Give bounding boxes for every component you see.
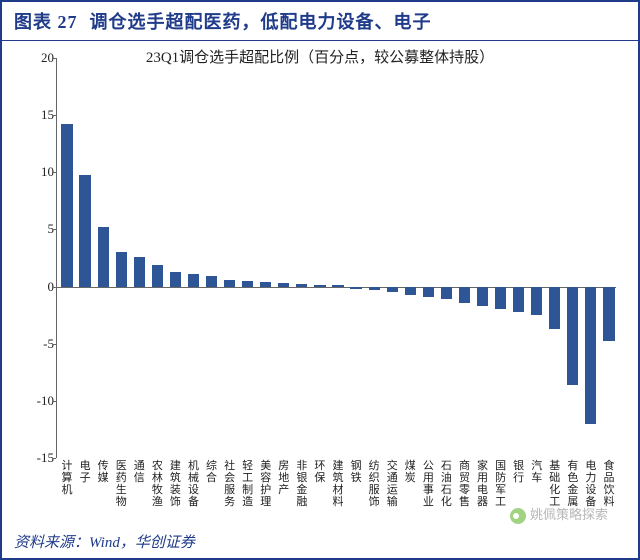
bar (495, 287, 506, 310)
x-tick-label: 农林牧渔 (148, 460, 166, 508)
bar (79, 175, 90, 287)
y-tick-label: 20 (26, 50, 54, 66)
y-tick-mark (52, 229, 56, 230)
x-tick-label: 钢铁 (347, 460, 365, 484)
bar (459, 287, 470, 303)
x-tick-label: 有色金属 (564, 460, 582, 508)
y-tick-mark (52, 401, 56, 402)
x-tick-label: 医药生物 (112, 460, 130, 508)
bar (441, 287, 452, 300)
y-axis-line (56, 58, 57, 458)
y-tick-label: 10 (26, 164, 54, 180)
y-tick-label: 15 (26, 107, 54, 123)
bar (224, 280, 235, 287)
x-tick-label: 建筑材料 (329, 460, 347, 508)
wechat-icon (510, 508, 526, 524)
watermark: 姚佩策略探索 (510, 504, 608, 524)
bar (603, 287, 614, 342)
y-tick-mark (52, 172, 56, 173)
bar (513, 287, 524, 312)
x-tick-label: 轻工制造 (239, 460, 257, 508)
bar (188, 274, 199, 287)
x-tick-label: 商贸零售 (455, 460, 473, 508)
x-tick-label: 社会服务 (221, 460, 239, 508)
x-tick-label: 电子 (76, 460, 94, 484)
x-tick-label: 计算机 (58, 460, 76, 496)
x-tick-label: 通信 (130, 460, 148, 484)
source-text: Wind，华创证券 (89, 535, 195, 551)
y-tick-label: 5 (26, 221, 54, 237)
x-tick-label: 汽车 (528, 460, 546, 484)
x-tick-label: 交通运输 (383, 460, 401, 508)
y-tick-mark (52, 458, 56, 459)
x-tick-label: 机械设备 (184, 460, 202, 508)
bar (350, 287, 361, 289)
figure-label: 图表 27 (14, 12, 78, 32)
watermark-text: 姚佩策略探索 (530, 507, 608, 522)
bar (116, 252, 127, 286)
bar (549, 287, 560, 329)
bar (152, 265, 163, 287)
x-tick-label: 房地产 (275, 460, 293, 496)
x-tick-label: 环保 (311, 460, 329, 484)
x-tick-label: 国防军工 (492, 460, 510, 508)
figure-header: 图表 27 调仓选手超配医药，低配电力设备、电子 (2, 2, 638, 41)
bar (423, 287, 434, 297)
x-tick-label: 食品饮料 (600, 460, 618, 508)
bar (61, 124, 72, 286)
x-tick-label: 电力设备 (582, 460, 600, 508)
bar (387, 287, 398, 293)
bar (477, 287, 488, 306)
x-tick-label: 煤炭 (401, 460, 419, 484)
y-tick-label: -15 (26, 450, 54, 466)
y-tick-mark (52, 115, 56, 116)
x-tick-label: 石油石化 (437, 460, 455, 508)
x-tick-label: 建筑装饰 (166, 460, 184, 508)
y-tick-label: 0 (26, 279, 54, 295)
bar (314, 285, 325, 287)
bar (585, 287, 596, 424)
bar (260, 282, 271, 287)
source-footer: 资料来源：Wind，华创证券 (14, 531, 195, 552)
bar (296, 284, 307, 286)
bar (531, 287, 542, 316)
y-tick-mark (52, 58, 56, 59)
source-label: 资料来源： (14, 535, 89, 551)
bar (134, 257, 145, 287)
plot-area (56, 58, 616, 458)
y-tick-label: -10 (26, 393, 54, 409)
bar (98, 227, 109, 286)
bar (242, 281, 253, 287)
bar (405, 287, 416, 295)
x-tick-label: 非银金融 (293, 460, 311, 508)
x-tick-label: 纺织服饰 (365, 460, 383, 508)
x-tick-label: 美容护理 (257, 460, 275, 508)
bar (369, 287, 380, 290)
y-tick-label: -5 (26, 336, 54, 352)
x-tick-label: 基础化工 (546, 460, 564, 508)
bar (170, 272, 181, 287)
x-tick-label: 银行 (510, 460, 528, 484)
bar (567, 287, 578, 385)
x-tick-label: 综合 (203, 460, 221, 484)
figure-container: 图表 27 调仓选手超配医药，低配电力设备、电子 23Q1调仓选手超配比例（百分… (0, 0, 640, 560)
y-tick-mark (52, 344, 56, 345)
x-tick-label: 家用电器 (473, 460, 491, 508)
x-tick-label: 传媒 (94, 460, 112, 484)
figure-title: 调仓选手超配医药，低配电力设备、电子 (90, 12, 432, 32)
y-axis: -15-10-505101520 (26, 58, 54, 458)
x-tick-label: 公用事业 (419, 460, 437, 508)
bar (332, 285, 343, 286)
bar (278, 283, 289, 286)
bar (206, 276, 217, 286)
